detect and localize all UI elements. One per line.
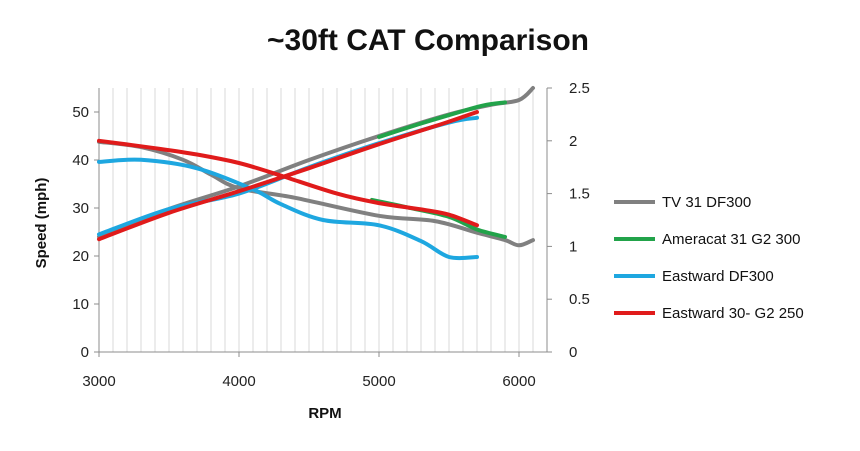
y-tick-label: 0	[81, 344, 89, 361]
series-line-secondary-eastward-30-g2-250	[97, 138, 479, 228]
legend-label: Ameracat 31 G2 300	[662, 231, 800, 248]
y-tick-label: 10	[72, 296, 89, 313]
y-tick-label: 50	[72, 104, 89, 121]
chart-title: ~30ft CAT Comparison	[267, 24, 589, 57]
x-axis-title: RPM	[308, 405, 341, 422]
y2-tick-label: 0.5	[569, 291, 590, 308]
y-tick-label: 30	[72, 200, 89, 217]
y2-tick-label: 1.5	[569, 186, 590, 203]
y-tick-label: 20	[72, 248, 89, 265]
legend: TV 31 DF300 Ameracat 31 G2 300 Eastward DF…	[614, 194, 804, 322]
tick-labels: 0 10 20 30 40 50 0 0.5 1 1.5 2 2.5 3000 4000 5000 6000	[72, 80, 590, 390]
axes	[94, 87, 552, 357]
legend-label: Eastward DF300	[662, 268, 774, 285]
series-line-secondary-tv-31-df300	[97, 139, 535, 248]
y2-tick-label: 2	[569, 133, 577, 150]
y-tick-label: 40	[72, 152, 89, 169]
series-line-speed-ameracat-31-g2-300	[377, 100, 507, 139]
y2-tick-label: 2.5	[569, 80, 590, 97]
series-lines	[97, 86, 535, 261]
x-tick-label: 3000	[82, 373, 115, 390]
x-tick-label: 5000	[362, 373, 395, 390]
y-axis-title: Speed (mph)	[33, 178, 50, 269]
series-line-speed-eastward-30-g2-250	[97, 110, 479, 242]
x-tick-label: 6000	[502, 373, 535, 390]
series-line-secondary-eastward-df300	[97, 157, 479, 261]
y2-tick-label: 1	[569, 238, 577, 255]
y2-tick-label: 0	[569, 344, 577, 361]
legend-label: Eastward 30- G2 250	[662, 305, 804, 322]
x-tick-label: 4000	[222, 373, 255, 390]
legend-label: TV 31 DF300	[662, 194, 751, 211]
grid	[112, 88, 534, 352]
